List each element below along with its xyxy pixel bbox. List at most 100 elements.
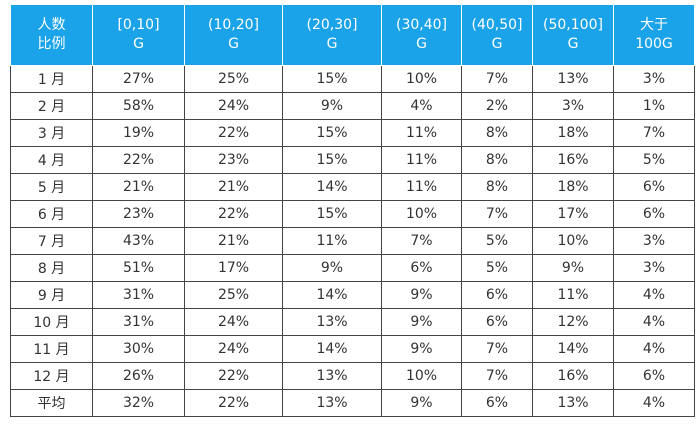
row-label-cell: 平均 <box>10 389 93 417</box>
table-cell: 12% <box>532 308 614 336</box>
table-cell: 11% <box>381 119 462 147</box>
table-cell: 11% <box>282 227 382 255</box>
column-header-line2: G <box>133 36 144 52</box>
table-cell: 8% <box>461 119 533 147</box>
row-label-cell: 4 月 <box>10 146 93 174</box>
table-cell: 9% <box>282 92 382 120</box>
table-cell: 14% <box>282 335 382 363</box>
column-header: (40,50] G <box>461 4 533 66</box>
table-cell: 14% <box>282 281 382 309</box>
table-cell: 15% <box>282 119 382 147</box>
row-label-cell: 8 月 <box>10 254 93 282</box>
row-label-cell: 6 月 <box>10 200 93 228</box>
column-header: (10,20] G <box>184 4 283 66</box>
data-table-container: 人数 比例 [0,10] G (10,20] G (20,30] G (30,40] G (40,5… <box>10 4 695 417</box>
table-cell: 14% <box>532 335 614 363</box>
table-row: 3 月 19% 22% 15% 11% 8% 18% 7% <box>10 119 695 147</box>
table-cell: 25% <box>184 281 283 309</box>
column-header-line2: G <box>326 36 338 52</box>
table-row: 10 月 31% 24% 13% 9% 6% 12% 4% <box>10 308 695 336</box>
table-cell: 9% <box>381 389 462 417</box>
column-header-line1: 大于 <box>640 17 668 33</box>
row-label-cell: 1 月 <box>10 65 93 93</box>
table-cell: 24% <box>184 335 283 363</box>
table-row: 6 月 23% 22% 15% 10% 7% 17% 6% <box>10 200 695 228</box>
table-cell: 3% <box>613 65 695 93</box>
table-cell: 5% <box>613 146 695 174</box>
table-cell: 10% <box>532 227 614 255</box>
column-header-line2: G <box>228 36 239 52</box>
row-label-cell: 9 月 <box>10 281 93 309</box>
table-cell: 24% <box>184 92 283 120</box>
column-header-line2: G <box>567 36 579 52</box>
table-row: 7 月 43% 21% 11% 7% 5% 10% 3% <box>10 227 695 255</box>
row-label-cell: 2 月 <box>10 92 93 120</box>
table-cell: 26% <box>92 362 185 390</box>
row-label-cell: 5 月 <box>10 173 93 201</box>
table-cell: 27% <box>92 65 185 93</box>
table-row: 8 月 51% 17% 9% 6% 5% 9% 3% <box>10 254 695 282</box>
table-cell: 24% <box>184 308 283 336</box>
table-cell: 30% <box>92 335 185 363</box>
table-cell: 23% <box>184 146 283 174</box>
table-cell: 32% <box>92 389 185 417</box>
table-cell: 13% <box>282 308 382 336</box>
table-cell: 31% <box>92 281 185 309</box>
table-cell: 6% <box>461 308 533 336</box>
table-cell: 15% <box>282 65 382 93</box>
table-cell: 22% <box>184 389 283 417</box>
column-header-line2: 100G <box>635 36 673 52</box>
row-label-cell: 11 月 <box>10 335 93 363</box>
table-cell: 22% <box>184 119 283 147</box>
table-row: 2 月 58% 24% 9% 4% 2% 3% 1% <box>10 92 695 120</box>
table-cell: 3% <box>613 227 695 255</box>
column-header: [0,10] G <box>92 4 185 66</box>
table-cell: 2% <box>461 92 533 120</box>
table-cell: 7% <box>613 119 695 147</box>
table-cell: 6% <box>613 200 695 228</box>
column-header: 人数 比例 <box>10 4 93 66</box>
table-cell: 4% <box>613 281 695 309</box>
table-cell: 13% <box>532 389 614 417</box>
table-cell: 13% <box>282 389 382 417</box>
table-cell: 9% <box>282 254 382 282</box>
table-cell: 6% <box>613 173 695 201</box>
table-cell: 22% <box>184 362 283 390</box>
column-header-line1: (30,40] <box>395 17 447 33</box>
table-body: 1 月 27% 25% 15% 10% 7% 13% 3% 2 月 58% 24% 9% 4% 2% 3% 1… <box>10 65 695 417</box>
table-row: 11 月 30% 24% 14% 9% 7% 14% 4% <box>10 335 695 363</box>
table-row: 5 月 21% 21% 14% 11% 8% 18% 6% <box>10 173 695 201</box>
table-cell: 6% <box>461 389 533 417</box>
table-cell: 17% <box>184 254 283 282</box>
table-cell: 7% <box>461 335 533 363</box>
table-cell: 8% <box>461 173 533 201</box>
table-cell: 18% <box>532 173 614 201</box>
table-cell: 10% <box>381 362 462 390</box>
table-cell: 10% <box>381 200 462 228</box>
table-cell: 6% <box>381 254 462 282</box>
column-header-line1: (50,100] <box>543 17 603 33</box>
table-cell: 15% <box>282 146 382 174</box>
table-cell: 58% <box>92 92 185 120</box>
table-cell: 21% <box>184 227 283 255</box>
table-cell: 22% <box>92 146 185 174</box>
table-cell: 14% <box>282 173 382 201</box>
table-cell: 11% <box>381 173 462 201</box>
table-cell: 31% <box>92 308 185 336</box>
header-row: 人数 比例 [0,10] G (10,20] G (20,30] G (30,40] G (40,5… <box>10 4 695 66</box>
traffic-distribution-table: 人数 比例 [0,10] G (10,20] G (20,30] G (30,40] G (40,5… <box>10 4 695 417</box>
row-label-cell: 3 月 <box>10 119 93 147</box>
table-cell: 5% <box>461 254 533 282</box>
table-cell: 18% <box>532 119 614 147</box>
table-cell: 19% <box>92 119 185 147</box>
table-cell: 3% <box>532 92 614 120</box>
table-cell: 3% <box>613 254 695 282</box>
table-cell: 25% <box>184 65 283 93</box>
table-cell: 23% <box>92 200 185 228</box>
column-header-line1: 人数 <box>37 17 66 33</box>
table-cell: 11% <box>532 281 614 309</box>
table-cell: 9% <box>381 281 462 309</box>
table-row: 12 月 26% 22% 13% 10% 7% 16% 6% <box>10 362 695 390</box>
column-header-line1: (10,20] <box>207 17 259 33</box>
column-header-line2: G <box>491 36 503 52</box>
